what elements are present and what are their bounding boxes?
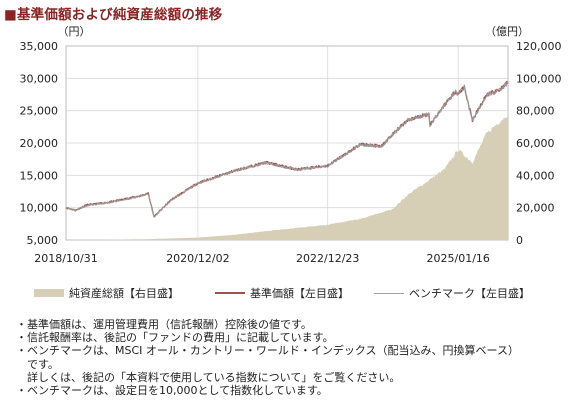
right-tick-label: 20,000	[516, 202, 555, 215]
footnote: ・ベンチマークは、MSCI オール・カントリー・ワールド・インデックス（配当込み…	[16, 344, 520, 358]
footnote: です。	[16, 357, 59, 371]
chart-title: ■基準価額および純資産総額の推移	[4, 7, 223, 23]
chart: 5,000 0 10,000 20,000 15,000 40,000 20,000 60,0…	[20, 25, 562, 265]
x-tick-label: 2022/12/23	[296, 252, 359, 265]
footnote: ・信託報酬率は、後記の「ファンドの費用」に記載しています。	[16, 331, 334, 345]
right-axis-unit: （億円）	[485, 25, 529, 38]
legend-label-net-assets: 純資産総額【右目盛】	[69, 287, 179, 300]
left-tick-label: 30,000	[20, 72, 59, 85]
legend-item-benchmark: ベンチマーク【左目盛】	[374, 285, 530, 301]
footnotes: ・基準価額は、運用管理費用（信託報酬）控除後の値です。 ・信託報酬率は、後記の「…	[16, 318, 519, 397]
left-tick-label: 20,000	[20, 137, 59, 150]
legend: 純資産総額【右目盛】 基準価額【左目盛】 ベンチマーク【左目盛】	[34, 285, 574, 303]
left-axis-unit: （円）	[58, 25, 91, 38]
left-tick-label: 5,000	[27, 234, 59, 247]
right-tick-label: 60,000	[516, 137, 555, 150]
left-tick-label: 35,000	[20, 40, 59, 53]
right-tick-label: 80,000	[516, 105, 555, 118]
legend-swatch-nav	[215, 292, 245, 294]
series-line-benchmark	[65, 81, 509, 218]
right-tick-label: 120,000	[516, 40, 562, 53]
right-tick-label: 100,000	[516, 72, 562, 85]
footnote: ・基準価額は、運用管理費用（信託報酬）控除後の値です。	[16, 318, 312, 331]
x-tick-label: 2020/12/02	[166, 252, 229, 265]
legend-item-nav: 基準価額【左目盛】	[215, 285, 349, 301]
legend-label-benchmark: ベンチマーク【左目盛】	[409, 287, 530, 300]
legend-item-net-assets: 純資産総額【右目盛】	[34, 285, 179, 301]
right-tick-label: 0	[516, 234, 523, 247]
legend-swatch-benchmark	[374, 292, 404, 294]
left-tick-label: 15,000	[20, 169, 59, 182]
series-area-net-assets	[66, 113, 508, 240]
x-tick-label: 2018/10/31	[34, 252, 97, 265]
right-tick-label: 40,000	[516, 169, 555, 182]
footnote: ・ベンチマークは、設定日を10,000として指数化しています。	[16, 384, 328, 398]
legend-label-nav: 基準価額【左目盛】	[250, 287, 349, 300]
x-tick-label: 2025/01/16	[427, 252, 490, 265]
legend-swatch-net-assets	[34, 289, 64, 297]
left-tick-label: 10,000	[20, 202, 59, 215]
footnote: 詳しくは、後記の「本資料で使用している指数について」をご覧ください。	[27, 370, 401, 384]
left-tick-label: 25,000	[20, 105, 59, 118]
